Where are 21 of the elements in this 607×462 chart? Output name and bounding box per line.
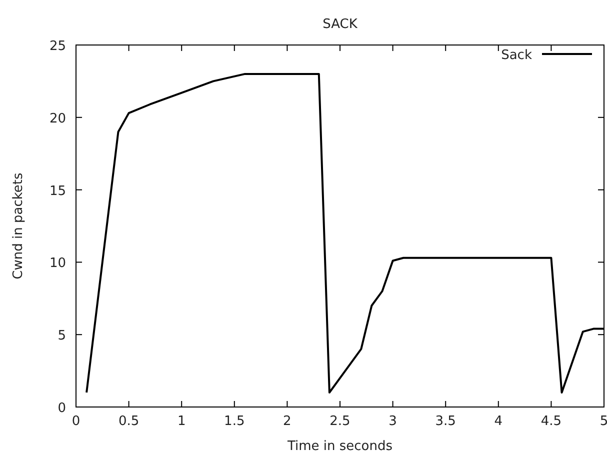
x-tick-label: 1.5	[224, 414, 245, 429]
x-tick-label: 3	[388, 414, 397, 429]
x-tick-label: 2.5	[330, 414, 350, 429]
y-tick-label: 10	[49, 256, 66, 272]
y-tick-label: 5	[58, 328, 66, 344]
x-tick-label: 2	[283, 414, 292, 429]
x-tick-label: 4	[494, 414, 503, 429]
x-tick-label: 4.5	[540, 414, 562, 429]
chart-title: SACK	[322, 17, 358, 32]
x-tick-label: 0	[72, 414, 80, 429]
y-tick-label: 25	[49, 39, 66, 54]
legend-label: Sack	[501, 48, 532, 63]
x-tick-label: 0.5	[118, 414, 140, 429]
x-tick-label: 5	[600, 414, 607, 429]
y-tick-label: 0	[58, 401, 66, 416]
x-axis-title: Time in seconds	[286, 439, 393, 454]
x-tick-label: 3.5	[435, 414, 456, 429]
y-tick-label: 20	[49, 111, 66, 126]
x-tick-label: 1	[177, 414, 186, 429]
y-axis-title: Cwnd in packets	[11, 172, 26, 280]
y-tick-label: 15	[49, 184, 66, 199]
